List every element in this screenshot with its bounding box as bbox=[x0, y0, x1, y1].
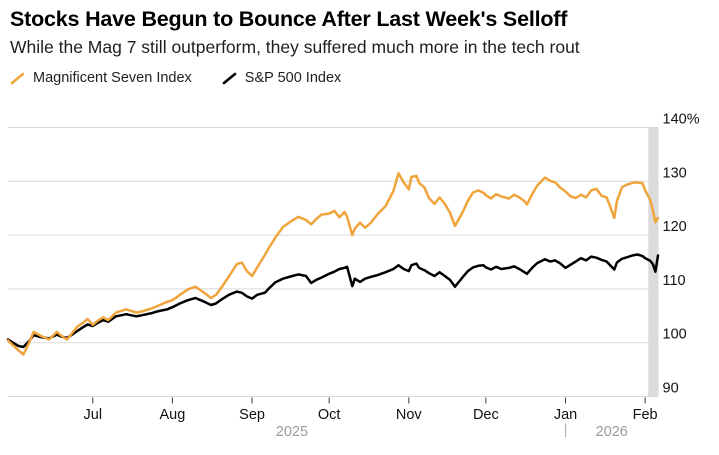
mag7-line-swatch-icon bbox=[10, 72, 25, 84]
y-axis-label: 130 bbox=[663, 165, 687, 181]
y-axis-label: 90 bbox=[663, 381, 679, 397]
month-label: Aug bbox=[160, 407, 186, 423]
month-label: Oct bbox=[318, 407, 341, 423]
sp500-line bbox=[6, 253, 660, 349]
selloff-highlight-band bbox=[648, 127, 659, 397]
price-chart: 90 100 110 120 130 140% Jul Aug Sep Oct Nov Dec Jan F… bbox=[6, 112, 700, 440]
chart-title: Stocks Have Begun to Bounce After Last W… bbox=[10, 7, 568, 31]
legend-label-mag7: Magnificent Seven Index bbox=[33, 70, 192, 86]
mag7-line bbox=[6, 171, 660, 356]
y-axis-label: 140% bbox=[663, 112, 700, 128]
year-label: 2026 bbox=[596, 424, 628, 440]
y-axis-label: 110 bbox=[663, 273, 686, 289]
month-label: Jul bbox=[84, 407, 103, 423]
year-label: 2025 bbox=[276, 424, 308, 440]
legend-item-sp500: S&P 500 Index bbox=[222, 70, 341, 86]
sp500-line-swatch-icon bbox=[222, 72, 237, 84]
month-label: Jan bbox=[554, 407, 577, 423]
legend-item-mag7: Magnificent Seven Index bbox=[10, 70, 192, 86]
month-label: Dec bbox=[473, 407, 499, 423]
month-label: Feb bbox=[633, 407, 658, 423]
chart-subtitle: While the Mag 7 still outperform, they s… bbox=[10, 37, 580, 57]
legend-label-sp500: S&P 500 Index bbox=[244, 70, 342, 86]
y-axis-label: 120 bbox=[663, 219, 687, 235]
legend: Magnificent Seven Index S&P 500 Index bbox=[10, 70, 719, 86]
month-label: Sep bbox=[239, 407, 265, 423]
y-axis-label: 100 bbox=[663, 327, 687, 343]
month-label: Nov bbox=[396, 407, 423, 423]
